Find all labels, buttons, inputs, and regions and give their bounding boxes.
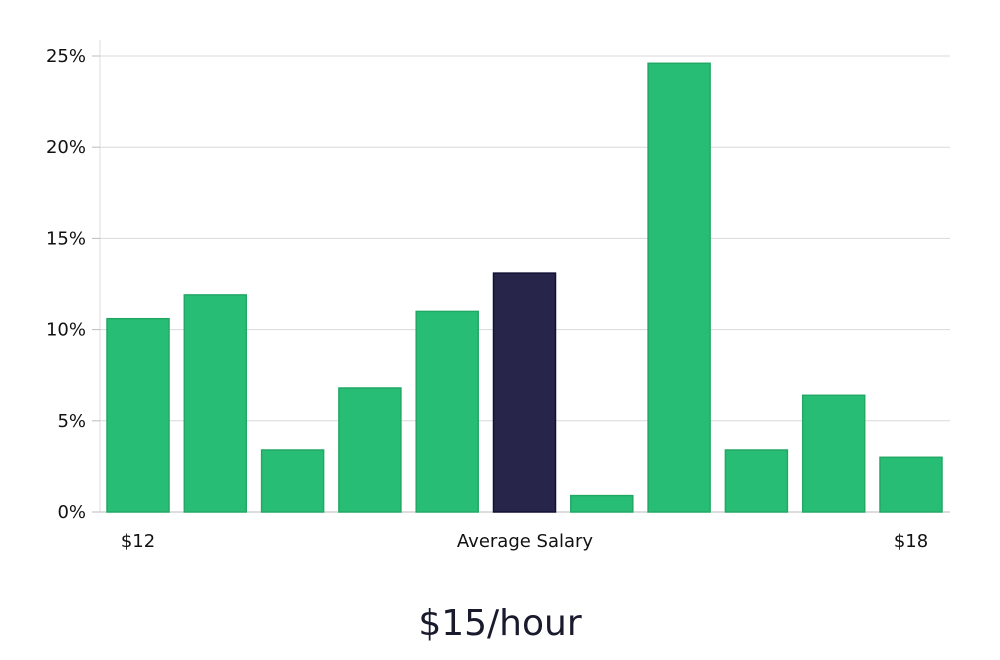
- bars: [106, 62, 943, 513]
- y-tick-label: 25%: [46, 46, 86, 67]
- y-tick-labels: 0% 5% 10% 15% 20% 25%: [46, 46, 100, 523]
- bar: [801, 394, 866, 513]
- bar: [183, 294, 248, 513]
- bar-highlighted: [492, 272, 557, 513]
- bar: [724, 449, 789, 513]
- bar: [879, 456, 943, 513]
- y-tick-label: 15%: [46, 228, 86, 249]
- y-tick-label: 0%: [57, 502, 86, 523]
- average-salary-value: $15/hour: [418, 603, 582, 644]
- x-label-max: $18: [894, 531, 928, 552]
- y-tick-label: 20%: [46, 137, 86, 158]
- x-label-min: $12: [121, 531, 155, 552]
- y-tick-label: 10%: [46, 320, 86, 341]
- bar: [415, 310, 479, 513]
- bar: [260, 449, 325, 513]
- y-tick-label: 5%: [57, 411, 86, 432]
- bar: [338, 387, 402, 513]
- bar: [570, 494, 634, 513]
- bar: [647, 62, 711, 513]
- x-label-center: Average Salary: [457, 531, 594, 552]
- bar: [106, 317, 170, 513]
